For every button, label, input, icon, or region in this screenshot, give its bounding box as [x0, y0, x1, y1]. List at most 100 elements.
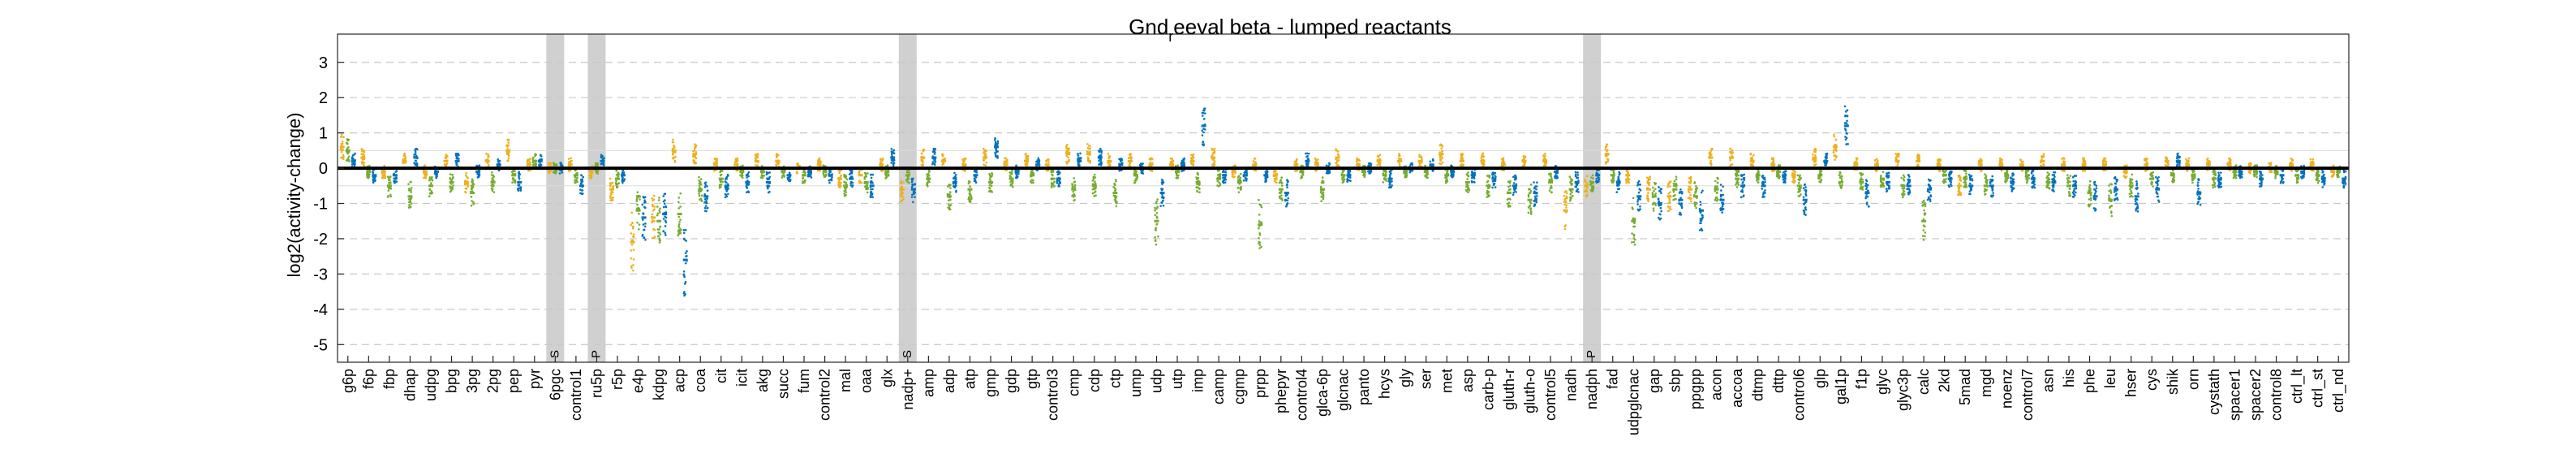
- data-point: [682, 237, 686, 240]
- data-point: [982, 158, 985, 162]
- data-point: [1792, 181, 1795, 184]
- data-point: [1645, 197, 1649, 200]
- data-point: [342, 156, 344, 158]
- data-point: [742, 164, 744, 167]
- data-point: [1695, 187, 1698, 190]
- data-point: [2212, 186, 2214, 189]
- data-point: [1689, 197, 1692, 201]
- data-point: [1155, 223, 1158, 226]
- data-point: [1155, 229, 1157, 231]
- data-point: [408, 204, 411, 206]
- data-point: [612, 196, 614, 199]
- data-point: [387, 189, 390, 192]
- data-point: [1507, 201, 1511, 204]
- data-point: [2019, 158, 2023, 162]
- data-point: [1631, 241, 1633, 244]
- data-point: [1024, 153, 1027, 156]
- data-point: [720, 183, 723, 186]
- data-point: [684, 252, 687, 254]
- data-point: [659, 211, 661, 214]
- data-point: [389, 193, 392, 197]
- data-point: [900, 181, 903, 184]
- data-point: [455, 157, 458, 160]
- data-point: [948, 208, 952, 211]
- data-point: [2213, 173, 2216, 175]
- data-point: [1897, 154, 1900, 157]
- data-point: [642, 212, 644, 214]
- data-point: [470, 204, 473, 207]
- data-point: [1356, 159, 1359, 162]
- data-point: [487, 163, 490, 166]
- data-point: [727, 175, 729, 177]
- data-point: [1881, 171, 1885, 174]
- data-point: [1524, 155, 1527, 158]
- data-point: [632, 227, 634, 230]
- data-point: [881, 169, 884, 172]
- data-point: [387, 194, 389, 197]
- data-point: [367, 174, 370, 177]
- data-point: [2152, 171, 2155, 174]
- data-point: [683, 283, 686, 285]
- data-point: [803, 181, 806, 184]
- data-point: [1646, 194, 1649, 197]
- data-point: [1157, 235, 1159, 238]
- data-point: [529, 158, 531, 160]
- data-point: [1155, 201, 1158, 205]
- data-point: [1321, 179, 1324, 182]
- data-point: [472, 183, 475, 186]
- data-point: [518, 177, 521, 180]
- data-point: [1894, 158, 1897, 160]
- data-point: [1734, 172, 1737, 175]
- data-point: [858, 171, 861, 173]
- data-point: [1819, 171, 1821, 173]
- data-point: [535, 162, 537, 166]
- highlight-label: P: [1585, 350, 1598, 358]
- data-point: [1134, 178, 1137, 180]
- data-point: [1984, 188, 1986, 191]
- data-point: [2131, 178, 2134, 181]
- data-point: [1219, 173, 1222, 175]
- data-point: [664, 231, 667, 235]
- data-point: [407, 206, 411, 209]
- data-point: [1343, 178, 1346, 180]
- data-point: [651, 220, 654, 223]
- data-points: [339, 105, 2347, 297]
- data-point: [424, 164, 426, 166]
- data-point: [671, 152, 674, 154]
- data-point: [1688, 191, 1691, 194]
- data-point: [664, 219, 667, 223]
- data-point: [1772, 161, 1774, 164]
- data-point: [928, 170, 931, 173]
- data-point: [1901, 193, 1904, 196]
- data-point: [2213, 185, 2217, 188]
- data-point: [703, 185, 707, 188]
- data-point: [635, 200, 639, 203]
- data-point: [341, 142, 344, 145]
- data-point: [1605, 145, 1608, 148]
- data-point: [1154, 240, 1157, 242]
- points-orange-ump: [1127, 153, 1133, 171]
- data-point: [1716, 191, 1718, 194]
- data-point: [1052, 185, 1056, 188]
- data-point: [580, 174, 583, 177]
- data-point: [1213, 162, 1215, 164]
- data-point: [788, 179, 791, 182]
- data-point: [2274, 177, 2277, 179]
- data-point: [1672, 182, 1675, 185]
- data-point: [1384, 170, 1387, 173]
- data-point: [2042, 153, 2045, 156]
- data-point: [1529, 189, 1533, 192]
- data-point: [756, 153, 759, 155]
- data-point: [574, 176, 577, 179]
- data-point: [679, 192, 682, 195]
- data-point: [2101, 159, 2105, 162]
- data-point: [1544, 162, 1547, 166]
- data-point: [1653, 189, 1655, 192]
- data-point: [686, 250, 688, 253]
- data-point: [1895, 154, 1899, 156]
- data-point: [1633, 222, 1636, 225]
- data-point: [1342, 169, 1345, 172]
- data-point: [631, 222, 634, 225]
- data-point: [1985, 182, 1988, 185]
